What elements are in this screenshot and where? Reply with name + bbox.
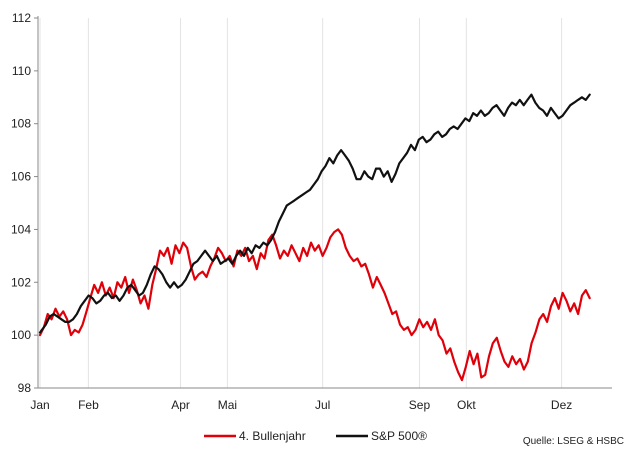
y-tick-label: 104	[11, 222, 31, 236]
legend-label: S&P 500®	[371, 429, 427, 443]
series-line-sp500	[38, 93, 591, 334]
y-tick-label: 110	[12, 64, 31, 78]
series-lines	[38, 93, 591, 382]
y-tick-label: 98	[18, 381, 32, 395]
x-tick-label: Sep	[409, 398, 431, 412]
x-tick-label: Feb	[78, 398, 99, 412]
x-tick-label: Okt	[457, 398, 476, 412]
y-tick-label: 106	[11, 170, 31, 184]
y-tick-label: 102	[11, 275, 31, 289]
x-tick-label: Apr	[171, 398, 190, 412]
axes: 98 100 102 104 106 108 110 112 Jan Feb Apr Mai Jul Se…	[11, 11, 612, 412]
y-tick-label: 100	[11, 328, 31, 342]
series-line-bullenjahr	[38, 228, 591, 382]
y-tick-label: 112	[12, 11, 31, 25]
y-tick-label: 108	[11, 117, 31, 131]
legend-label: 4. Bullenjahr	[239, 429, 306, 443]
legend: 4. Bullenjahr S&P 500®	[204, 429, 427, 443]
gridlines	[39, 18, 563, 388]
x-tick-label: Mai	[218, 398, 237, 412]
x-tick-label: Dez	[551, 398, 572, 412]
x-tick-label: Jul	[315, 398, 330, 412]
x-tick-label: Jan	[30, 398, 49, 412]
source-note: Quelle: LSEG & HSBC	[523, 436, 624, 447]
